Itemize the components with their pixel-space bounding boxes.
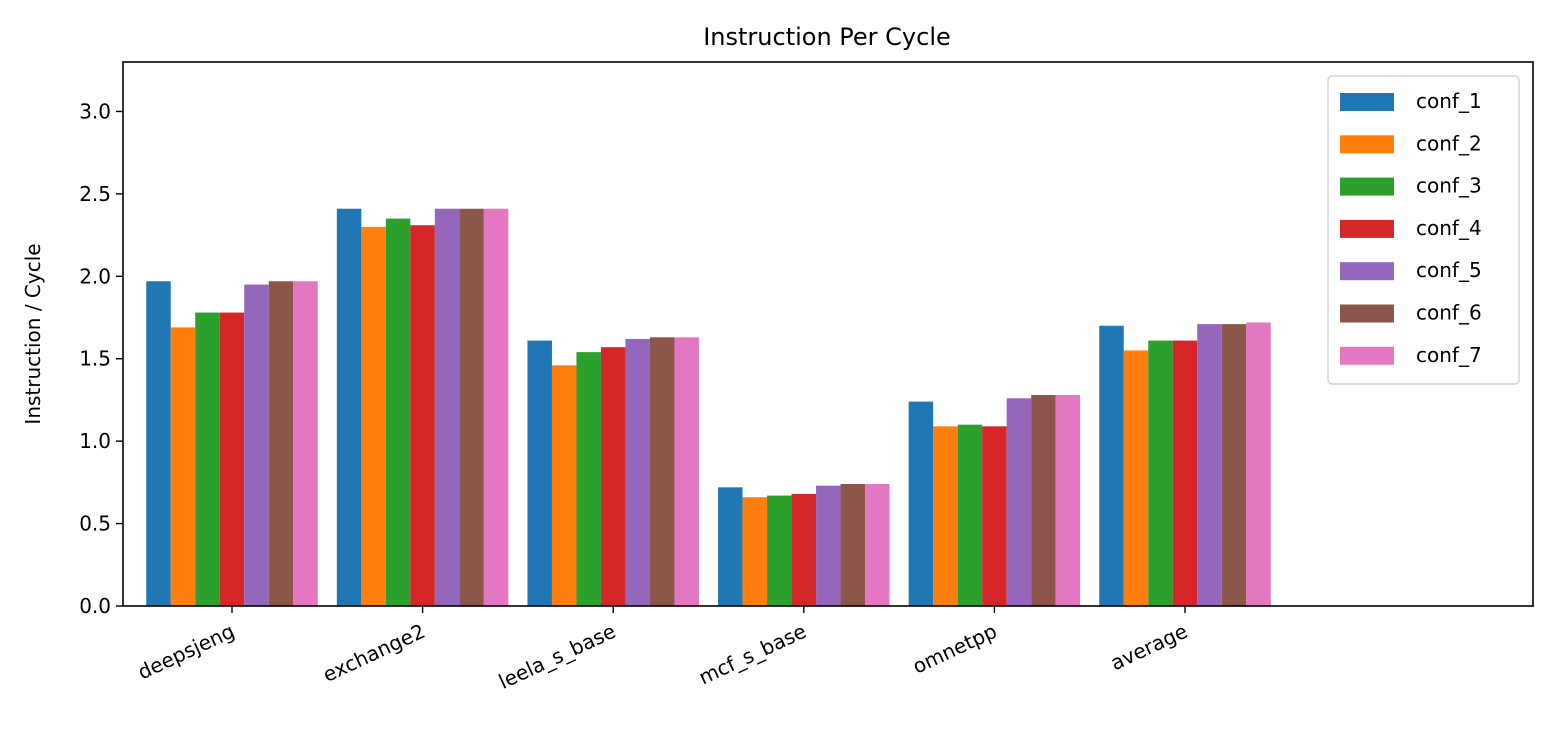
plot-frame: [122, 61, 1534, 607]
bar-conf_3-deepsjeng: [195, 312, 220, 606]
chart-title: Instruction Per Cycle: [703, 23, 951, 51]
bar-conf_7-mcf_s_base: [865, 484, 890, 606]
bar-conf_4-omnetpp: [982, 426, 1007, 606]
x-tick-label: mcf_s_base: [695, 619, 810, 690]
bar-conf_2-average: [1123, 350, 1149, 606]
legend-label-conf_3: conf_3: [1416, 174, 1482, 198]
legend-swatch-conf_2: [1340, 135, 1394, 154]
x-tick-label: leela_s_base: [495, 619, 619, 694]
bar-conf_4-leela_s_base: [600, 347, 626, 606]
bar-conf_5-leela_s_base: [625, 338, 650, 606]
legend-swatch-conf_5: [1340, 262, 1394, 281]
y-tick-label: 2.0: [79, 264, 111, 288]
bars-group: [146, 208, 1271, 607]
bar-conf_4-deepsjeng: [219, 312, 245, 606]
bar-conf_6-leela_s_base: [649, 337, 675, 606]
bar-conf_4-average: [1172, 340, 1198, 606]
bar-conf_7-leela_s_base: [674, 337, 699, 606]
bar-conf_2-deepsjeng: [170, 327, 196, 606]
bar-conf_4-mcf_s_base: [791, 493, 817, 606]
legend-swatch-conf_7: [1340, 346, 1394, 365]
bar-conf_1-mcf_s_base: [718, 487, 743, 606]
bar-conf_5-average: [1197, 324, 1222, 606]
x-axis: deepsjeng exchange2 leela_s_base mcf_s_base…: [134, 606, 1191, 694]
bar-conf_6-average: [1221, 324, 1247, 606]
x-tick-label: deepsjeng: [134, 619, 238, 685]
bar-conf_5-omnetpp: [1006, 398, 1032, 606]
bar-conf_2-leela_s_base: [551, 365, 577, 606]
bar-conf_3-leela_s_base: [576, 352, 601, 606]
bar-conf_7-omnetpp: [1055, 394, 1081, 606]
bar-conf_7-deepsjeng: [293, 281, 318, 606]
bar-conf_3-mcf_s_base: [767, 495, 792, 606]
legend: conf_1 conf_2 conf_3 conf_4 conf_5 conf_6conf…: [1327, 75, 1520, 385]
x-tick-label: omnetpp: [909, 619, 1001, 679]
bar-conf_1-omnetpp: [908, 401, 934, 606]
y-tick-label: 0.5: [79, 512, 111, 536]
bar-conf_3-average: [1148, 340, 1173, 606]
bar-conf_4-exchange2: [410, 225, 435, 606]
legend-swatch-conf_6: [1340, 304, 1394, 323]
bar-conf_7-exchange2: [483, 208, 509, 606]
bar-conf_5-deepsjeng: [244, 284, 269, 606]
legend-label-conf_7: conf_7: [1416, 343, 1482, 367]
x-tick-label: average: [1107, 619, 1191, 675]
bar-conf_2-omnetpp: [933, 426, 958, 606]
legend-label-conf_5: conf_5: [1416, 258, 1482, 282]
bar-conf_2-exchange2: [361, 226, 386, 606]
x-tick-label: exchange2: [319, 619, 429, 687]
bar-conf_1-deepsjeng: [146, 281, 171, 606]
legend-label-conf_4: conf_4: [1416, 216, 1482, 240]
y-tick-label: 1.0: [79, 429, 111, 453]
bar-conf_6-mcf_s_base: [840, 484, 866, 606]
y-axis-title: Instruction / Cycle: [21, 243, 45, 424]
bar-conf_5-mcf_s_base: [816, 485, 841, 606]
bar-conf_1-leela_s_base: [527, 340, 552, 606]
legend-label-conf_1: conf_1: [1416, 89, 1482, 113]
bar-conf_1-average: [1099, 325, 1124, 606]
y-tick-label: 0.0: [79, 594, 111, 618]
legend-swatch-conf_1: [1340, 93, 1394, 111]
y-tick-label: 2.5: [79, 182, 111, 206]
bar-conf_3-exchange2: [385, 218, 411, 607]
bar-conf_6-omnetpp: [1031, 394, 1056, 606]
bar-conf_5-exchange2: [434, 208, 460, 606]
bar-conf_2-mcf_s_base: [742, 497, 768, 606]
bar-conf_7-average: [1246, 322, 1271, 606]
y-tick-label: 1.5: [79, 347, 111, 371]
bar-conf_6-exchange2: [459, 208, 484, 606]
bar-conf_6-deepsjeng: [268, 281, 294, 606]
legend-label-conf_2: conf_2: [1416, 131, 1482, 155]
legend-label-conf_6: conf_6: [1416, 301, 1482, 325]
legend-swatch-conf_4: [1340, 219, 1394, 238]
bar-conf_1-exchange2: [336, 208, 362, 606]
y-tick-label: 3.0: [79, 99, 111, 123]
legend-swatch-conf_3: [1340, 177, 1394, 196]
bar-conf_3-omnetpp: [957, 424, 983, 606]
y-axis: 0.0 0.5 1.0 1.5 2.0 2.5 3.0: [79, 99, 123, 618]
